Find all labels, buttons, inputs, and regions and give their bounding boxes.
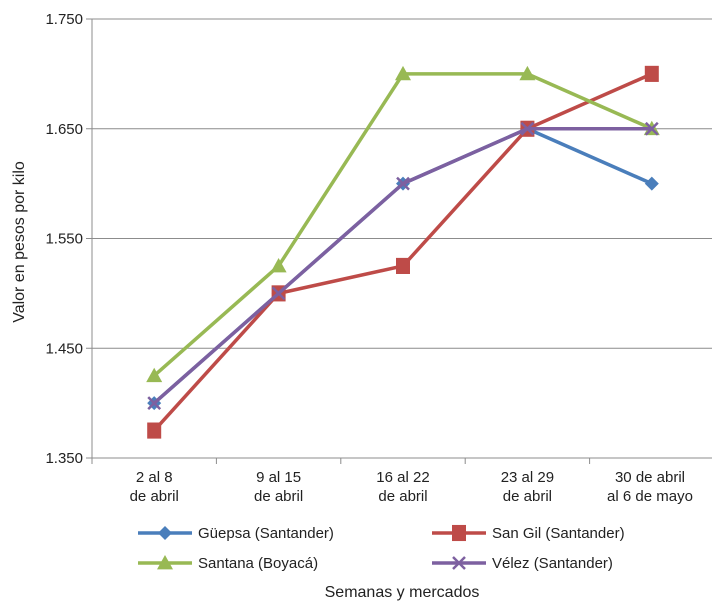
- legend-label: Vélez (Santander): [492, 555, 613, 572]
- data-point: [271, 286, 286, 301]
- x-tick-label: 23 al 29 de abril: [501, 469, 554, 505]
- series-2: [146, 65, 660, 383]
- data-point: [519, 65, 536, 81]
- x-marker-stroke: [147, 396, 162, 411]
- series-3: [147, 121, 659, 411]
- legend-label: Güepsa (Santander): [198, 525, 334, 542]
- x-marker-stroke: [396, 176, 410, 191]
- legend-item: San Gil (Santander): [432, 524, 625, 542]
- x-tick-label: 30 de abril al 6 de mayo: [607, 469, 693, 505]
- legend-marker: [158, 526, 172, 540]
- y-tick-label: 1.550: [45, 231, 83, 248]
- legend-item: Santana (Boyacá): [138, 555, 318, 572]
- legend-marker: [452, 556, 466, 570]
- y-tick-label: 1.650: [45, 121, 83, 138]
- legend-label: Santana (Boyacá): [198, 555, 318, 572]
- data-point: [147, 422, 162, 439]
- data-point: [644, 121, 659, 136]
- y-tick-label: 1.750: [45, 11, 83, 28]
- data-point: [396, 257, 410, 274]
- data-point: [396, 176, 410, 191]
- legend-item: Güepsa (Santander): [138, 525, 334, 542]
- x-tick-label: 16 al 22 de abril: [376, 469, 429, 505]
- data-point: [395, 65, 411, 81]
- x-marker-stroke: [271, 286, 286, 301]
- series-line: [153, 72, 653, 377]
- data-point: [644, 176, 659, 191]
- legend-marker: [157, 555, 173, 570]
- y-axis-ticks: 1.350 1.450 1.550 1.650 1.750: [45, 11, 92, 467]
- y-tick-label: 1.450: [45, 340, 83, 357]
- data-point: [270, 257, 287, 273]
- series-group: [146, 65, 660, 439]
- x-marker-stroke: [520, 121, 535, 136]
- x-marker-stroke: [452, 556, 466, 570]
- series-1: [147, 65, 659, 439]
- y-tick-label: 1.350: [45, 450, 83, 467]
- x-tick-label: 2 al 8 de abril: [130, 469, 179, 505]
- x-tick-label: 9 al 15 de abril: [254, 469, 303, 505]
- grid-lines: [92, 18, 712, 349]
- y-axis-title: Valor en pesos por kilo: [11, 161, 28, 323]
- data-point: [146, 367, 163, 383]
- legend-marker: [452, 524, 466, 542]
- x-axis-title: Semanas y mercados: [325, 584, 480, 601]
- x-marker-stroke: [644, 121, 659, 136]
- legend: Güepsa (Santander) San Gil (Santander) San…: [138, 524, 625, 572]
- legend-label: San Gil (Santander): [492, 525, 625, 542]
- data-point: [520, 121, 535, 136]
- data-point: [644, 65, 659, 82]
- x-axis-ticks: 2 al 8 de abril 9 al 15 de abril 16 al 22 de …: [91, 458, 693, 505]
- data-point: [147, 396, 162, 411]
- legend-item: Vélez (Santander): [432, 555, 613, 572]
